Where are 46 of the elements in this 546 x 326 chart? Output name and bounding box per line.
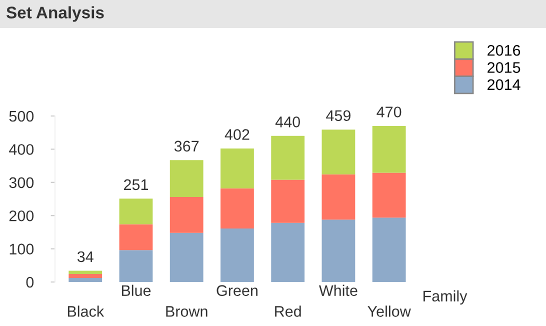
bar (68, 278, 102, 282)
x-tick-label: Black (68, 306, 104, 317)
bar (119, 198, 153, 224)
bar (170, 197, 204, 233)
x-tick-label: Blue (122, 284, 151, 296)
bar (372, 172, 406, 218)
bar (68, 270, 102, 274)
total-label: 440 (275, 116, 300, 128)
x-tick-label: Green (216, 285, 258, 296)
x-tick-label: Red (275, 306, 301, 317)
bar (271, 136, 305, 180)
bar (220, 188, 254, 229)
bar (271, 180, 305, 223)
x-tick-label: Yellow (368, 306, 411, 317)
legend-label: 2016 (488, 44, 520, 56)
legend-label: 2015 (488, 62, 520, 73)
bar (170, 232, 204, 282)
y-tick-label: 200 (9, 210, 34, 222)
legend-label: 2014 (488, 79, 520, 90)
bar (372, 126, 406, 173)
total-label: 367 (174, 140, 199, 152)
y-tick-label: 500 (9, 110, 34, 122)
total-label: 470 (376, 106, 402, 118)
bar (68, 274, 102, 278)
total-label: 251 (124, 179, 148, 190)
bar (322, 130, 356, 174)
y-tick-label: 100 (10, 244, 34, 254)
y-tick-label: 0 (26, 276, 34, 288)
x-axis-title: Family (424, 290, 468, 305)
bar (220, 148, 254, 188)
bar (119, 250, 153, 282)
x-tick-label: White (319, 284, 358, 296)
total-label: 459 (326, 110, 350, 122)
bar (170, 160, 204, 198)
chart-title: Set Analysis (6, 6, 104, 22)
x-tick-label: Brown (166, 306, 208, 317)
bar (372, 218, 406, 282)
bar (322, 220, 356, 282)
total-label: 34 (77, 251, 94, 262)
total-label: 402 (224, 129, 250, 140)
bar (271, 222, 305, 282)
bar (220, 228, 254, 282)
bar (322, 174, 356, 220)
y-tick-label: 400 (9, 144, 34, 155)
y-tick-label: 300 (9, 177, 34, 188)
bar (119, 224, 153, 250)
